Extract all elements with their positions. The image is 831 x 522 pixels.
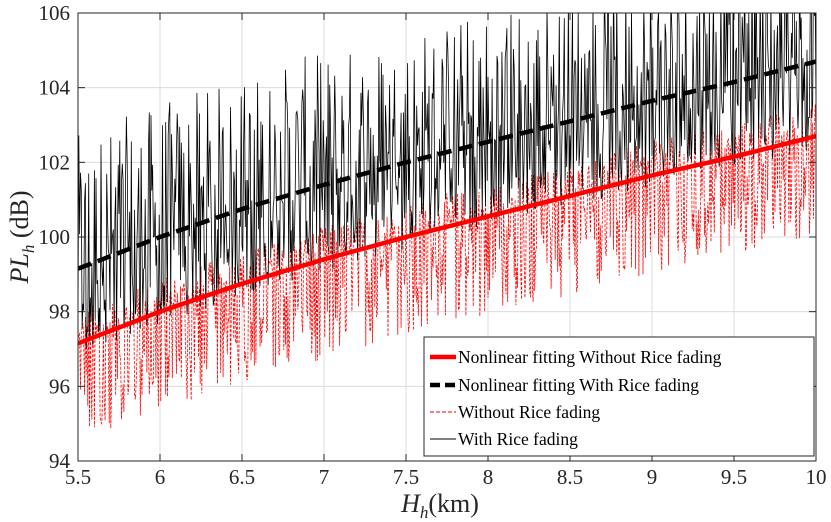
y-axis-label: PLh (dB) [5,190,38,284]
legend-label-fit-rice: Nonlinear fitting With Rice fading [458,375,699,395]
legend-label-rice: With Rice fading [458,429,578,449]
y-tick-label: 98 [49,300,70,324]
series-with-rice-fading [78,13,816,349]
y-axis-label-sub: h [19,245,38,254]
x-axis-label-sub: h [420,503,429,522]
legend-box [423,336,815,457]
x-tick-label: 6.5 [229,465,255,489]
x-axis-label: Hh(km) [400,489,479,522]
x-tick-label: 9 [647,465,658,489]
x-axis-label-unit: (km) [428,489,479,518]
fit-series-group [78,59,816,346]
legend-label-no-rice: Without Rice fading [458,402,600,422]
legend-label-fit-no-rice: Nonlinear fitting Without Rice fading [458,347,722,367]
axis-ticks: 5.5 6 6.5 7 7.5 8 8.5 9 9.5 10 94 96 98 100 102 104 106 [39,1,827,489]
series-fit-with-rice-fading [78,59,816,271]
x-tick-label: 9.5 [721,465,747,489]
noisy-series-group [78,13,816,429]
y-tick-label: 102 [39,150,71,174]
y-tick-label: 94 [49,449,71,473]
legend: Nonlinear fitting Without Rice fading No… [423,336,815,457]
y-tick-label: 96 [49,374,70,398]
x-tick-label: 8.5 [557,465,583,489]
x-axis-label-var: H [400,489,421,518]
x-tick-label: 6 [155,465,166,489]
y-tick-label: 100 [39,225,71,249]
x-tick-label: 5.5 [65,465,91,489]
series-fit-without-rice-fading [78,133,816,346]
x-tick-label: 10 [806,465,827,489]
series-without-rice-fading [78,104,816,429]
y-tick-label: 106 [39,1,71,25]
x-tick-label: 7.5 [393,465,419,489]
y-axis-label-unit: (dB) [5,190,34,244]
y-axis-label-var: PL [5,253,34,284]
x-tick-label: 7 [319,465,330,489]
x-tick-label: 8 [483,465,494,489]
y-tick-label: 104 [39,76,71,100]
